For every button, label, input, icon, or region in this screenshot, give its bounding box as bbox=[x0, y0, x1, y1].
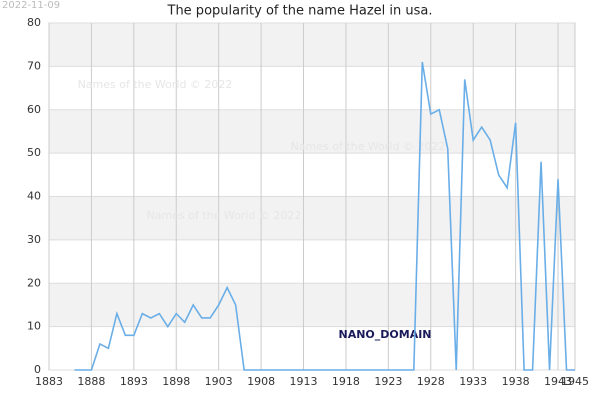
x-tick-label: 1893 bbox=[120, 375, 148, 388]
x-tick-label: 1888 bbox=[77, 375, 105, 388]
x-tick-label: 1908 bbox=[247, 375, 275, 388]
x-tick-label: 1928 bbox=[417, 375, 445, 388]
y-tick-label: 70 bbox=[27, 59, 41, 72]
data-line bbox=[74, 61, 575, 371]
annotation: NANO_DOMAIN bbox=[338, 328, 431, 341]
x-tick-label: 1883 bbox=[35, 375, 63, 388]
date: 2022-11-09 bbox=[2, 0, 60, 11]
y-tick-label: 60 bbox=[27, 103, 41, 116]
x-tick-label: 1923 bbox=[374, 375, 402, 388]
x-tick-label: 1943 bbox=[544, 375, 572, 388]
watermark: Names of the World © 2022 bbox=[78, 78, 233, 91]
x-tick-label: 1913 bbox=[290, 375, 318, 388]
watermark: Names of the World © 2022 bbox=[291, 140, 446, 153]
y-tick-label: 40 bbox=[27, 190, 41, 203]
chart-title: The popularity of the name Hazel in usa. bbox=[167, 4, 433, 19]
y-tick-label: 50 bbox=[27, 146, 41, 159]
grid-band bbox=[49, 283, 575, 327]
grid-band bbox=[49, 109, 575, 154]
watermark: Names of the World © 2022 bbox=[147, 209, 302, 222]
y-tick-label: 30 bbox=[27, 233, 41, 246]
y-tick-label: 0 bbox=[34, 363, 41, 376]
y-tick-label: 10 bbox=[27, 320, 41, 333]
y-tick-label: 20 bbox=[27, 276, 41, 289]
x-tick-label: 1933 bbox=[459, 375, 487, 388]
x-tick-label: 1898 bbox=[162, 375, 190, 388]
x-tick-label: 1918 bbox=[332, 375, 360, 388]
x-tick-label: 1938 bbox=[502, 375, 530, 388]
x-tick-label: 1945 bbox=[561, 375, 589, 388]
grid-band bbox=[49, 196, 575, 240]
x-tick-label: 1903 bbox=[205, 375, 233, 388]
y-tick-label: 80 bbox=[27, 16, 41, 29]
grid-band bbox=[49, 23, 575, 67]
